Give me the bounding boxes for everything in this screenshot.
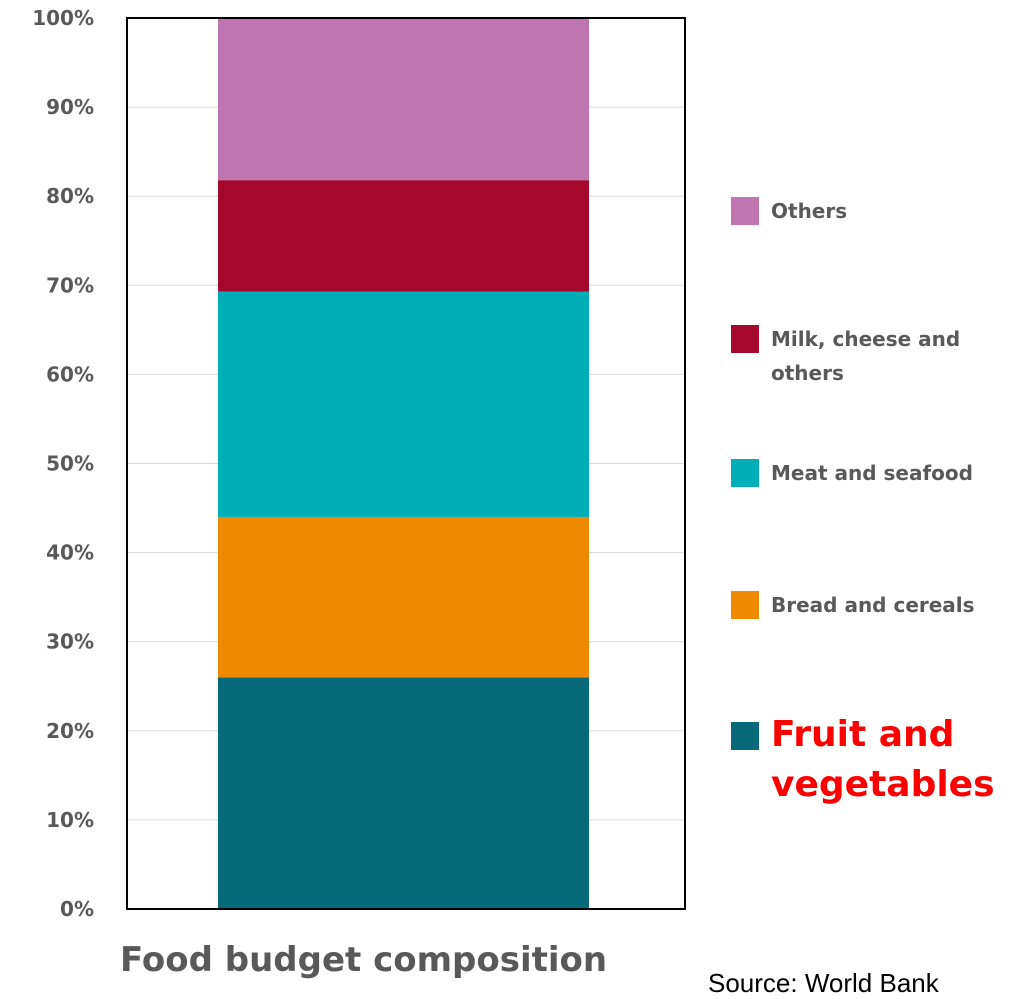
legend-swatch-fruit	[731, 722, 759, 750]
y-tick-label: 100%	[32, 6, 94, 30]
bar-segment-milk-cheese-and-others	[218, 180, 589, 292]
legend-swatch-milk	[731, 325, 759, 353]
legend-swatch-bread	[731, 591, 759, 619]
y-tick-label: 30%	[46, 630, 94, 654]
plot-area-border	[126, 17, 686, 910]
y-tick-label: 20%	[46, 719, 94, 743]
legend-item-meat: Meat and seafood	[731, 456, 973, 490]
y-axis-tick-labels: 0% 10% 20% 30% 40% 50% 60% 70% 80% 90% 100%	[32, 6, 94, 921]
legend-item-others: Others	[731, 194, 847, 228]
y-tick-label: 0%	[60, 897, 94, 921]
legend-swatch-others	[731, 197, 759, 225]
y-tick-label: 90%	[46, 95, 94, 119]
source-note: Source: World Bank	[708, 968, 939, 998]
bar-segment-bread-and-cereals	[218, 516, 589, 678]
legend-label-others: Others	[771, 199, 848, 223]
legend-item-bread: Bread and cereals	[731, 588, 975, 622]
legend-item-milk: Milk, cheese and others	[731, 322, 1011, 390]
legend-item-fruit: Fruit and vegetables	[731, 710, 1011, 810]
x-axis-title: Food budget composition	[120, 940, 608, 980]
bar-segment-others	[218, 18, 589, 181]
legend-swatch-meat	[731, 459, 759, 487]
y-tick-label: 70%	[46, 273, 94, 297]
legend-label-milk: Milk, cheese and others	[771, 327, 961, 385]
legend-label-bread: Bread and cereals	[771, 593, 975, 617]
legend: Others Milk, cheese and others Meat and …	[731, 0, 1022, 996]
legend-label-fruit: Fruit and vegetables	[771, 714, 995, 805]
y-tick-label: 80%	[46, 184, 94, 208]
y-tick-label: 60%	[46, 362, 94, 386]
bar-segment-fruit-and-vegetables	[218, 677, 589, 909]
legend-label-meat: Meat and seafood	[771, 461, 973, 485]
stacked-bar	[218, 18, 589, 909]
y-tick-label: 10%	[46, 808, 94, 832]
bar-segment-meat-and-seafood	[218, 291, 589, 517]
y-tick-label: 40%	[46, 541, 94, 565]
y-tick-label: 50%	[46, 452, 94, 476]
